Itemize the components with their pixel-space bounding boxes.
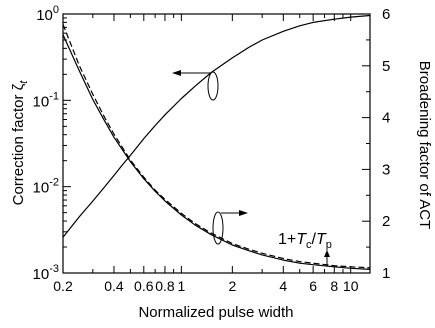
x-tick-label: 8 [330,278,338,294]
series-line-3 [62,24,371,269]
y-right-tick-label: 4 [382,110,390,127]
left-series-ellipse [207,71,219,101]
left-series-arrowhead [172,70,181,76]
left-axis-ticks: 10-3 10-2 10-1 100 [33,4,71,283]
series-line-2 [62,34,371,270]
right-series-ellipse [212,211,224,245]
y-right-tick-label: 3 [382,161,390,178]
y-right-tick-label: 6 [382,6,390,23]
right-axis-ticks: 1 2 3 4 5 6 [362,6,390,282]
series-line-1 [62,14,371,238]
x-axis-label: Normalized pulse width [138,304,293,321]
x-tick-label: 0.8 [155,278,175,294]
right-series-marker [212,210,248,245]
series-layer [62,14,371,270]
x-tick-label: 2 [228,278,236,294]
y-left-tick-label: 100 [36,4,59,24]
y-left-tick-label: 10-2 [33,177,59,197]
formula-arrowhead [324,250,330,257]
x-tick-label: 10 [343,278,359,294]
x-tick-label: 6 [309,278,317,294]
y-axis-left-label-sub: t [18,80,30,84]
y-axis-left-label-main: Correction factor ζ [10,83,27,205]
formula-annotation: 1+Tc/Tp [278,231,332,266]
left-series-marker [172,70,219,101]
x-tick-label: 4 [279,278,287,294]
x-tick-label: 0.6 [134,278,154,294]
y-right-tick-label: 1 [382,265,390,282]
right-series-arrowhead [239,210,248,216]
y-left-tick-label: 10-3 [33,263,59,283]
y-left-tick-label: 10-1 [33,90,59,110]
y-axis-right-label: Broadening factor of ACT [416,61,433,229]
x-tick-label: 0.2 [53,278,73,294]
x-axis-ticks: 0.2 0.4 0.6 0.8 1 2 4 6 8 10 [53,14,359,294]
formula-text: 1+Tc/Tp [278,231,332,251]
y-axis-left-label: Correction factor ζt [10,80,30,206]
x-tick-label: 0.4 [104,278,124,294]
y-right-tick-label: 2 [382,213,390,230]
y-right-tick-label: 5 [382,58,390,75]
x-tick-label: 1 [177,278,185,294]
